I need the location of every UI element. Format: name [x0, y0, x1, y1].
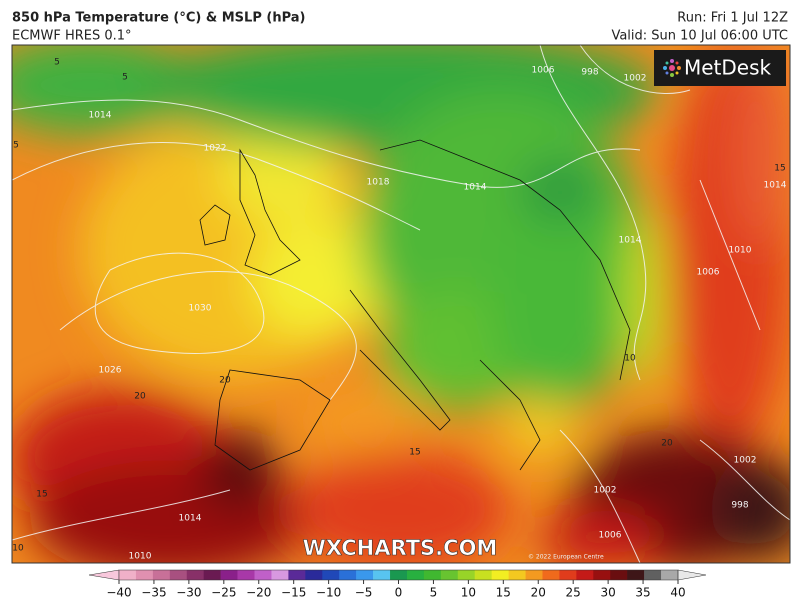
colorbar: −40 −35 −30 −25 −20 −15 −10 −5 0 5 10 15 20 25 30 35 40: [88, 569, 707, 600]
pressure-label: 1026: [99, 366, 122, 376]
map-frame: [11, 44, 791, 564]
pressure-label: 1010: [729, 246, 752, 256]
pressure-label: 1002: [734, 456, 757, 466]
colorbar-bin: [559, 570, 577, 580]
temperature-label: 15: [409, 448, 420, 458]
model-name: ECMWF HRES 0.1°: [12, 29, 132, 44]
pressure-label: 998: [731, 501, 748, 511]
pressure-label: 1030: [189, 304, 212, 314]
colorbar-bin: [186, 570, 204, 580]
pressure-label: 1006: [697, 268, 720, 278]
colorbar-bin: [119, 570, 137, 580]
colorbar-tick-label: 30: [600, 586, 615, 600]
colorbar-tick-label: −20: [246, 586, 271, 600]
colorbar-bin: [457, 570, 476, 580]
colorbar-bin: [474, 570, 492, 580]
colorbar-tick-label: −30: [176, 586, 201, 600]
pressure-label: 1014: [179, 514, 202, 524]
colorbar-bin: [254, 570, 272, 580]
colorbar-bin: [406, 570, 425, 580]
colorbar-bin: [661, 570, 679, 580]
colorbar-bin: [525, 570, 543, 580]
colorbar-arrow: [677, 569, 707, 581]
colorbar-tick-label: 0: [395, 586, 403, 600]
temperature-label: 20: [661, 439, 673, 449]
pressure-label: 1018: [367, 178, 390, 188]
colorbar-bin: [373, 570, 391, 580]
colorbar-tick-label: 15: [496, 586, 511, 600]
colorbar-tick-label: −40: [106, 586, 131, 600]
colorbar-bin: [627, 570, 645, 580]
run-time: Run: Fri 1 Jul 12Z: [677, 11, 788, 26]
colorbar-tick-label: 20: [531, 586, 546, 600]
colorbar-bin: [491, 570, 509, 580]
colorbar-bin: [423, 570, 442, 580]
colorbar-bin: [508, 570, 526, 580]
colorbar-bin: [576, 570, 594, 580]
colorbar-bin: [152, 570, 171, 580]
map-title: 850 hPa Temperature (°C) & MSLP (hPa): [12, 11, 305, 26]
colorbar-tick-label: 25: [566, 586, 581, 600]
colorbar-bin: [322, 570, 340, 580]
colorbar-tick-label: −15: [281, 586, 306, 600]
temperature-label: 15: [36, 490, 47, 500]
pressure-label: 1006: [599, 531, 622, 541]
temperature-label: 20: [219, 376, 231, 386]
temperature-label: 10: [624, 354, 636, 364]
pressure-label: 1002: [594, 486, 617, 496]
colorbar-bin: [203, 570, 221, 580]
pressure-label: 1014: [764, 181, 787, 191]
pressure-label: 1022: [204, 144, 227, 154]
colorbar-bin: [610, 570, 628, 580]
colorbar-tick-label: 40: [670, 586, 685, 600]
pressure-label: 998: [581, 68, 598, 78]
colorbar-tick-label: 35: [635, 586, 650, 600]
logo-text: MetDesk: [684, 56, 772, 80]
colorbar-tick-label: −25: [211, 586, 236, 600]
colorbar-bin: [593, 570, 611, 580]
pressure-label: 1002: [624, 74, 647, 84]
temperature-label: 10: [12, 544, 24, 554]
colorbar-bin: [135, 570, 154, 580]
colorbar-bin: [644, 570, 662, 580]
colorbar-bin: [288, 570, 306, 580]
temperature-label: 5: [122, 73, 128, 83]
pressure-label: 1010: [129, 552, 152, 562]
temperature-label: 5: [54, 58, 60, 68]
colorbar-bin: [440, 570, 459, 580]
pressure-label: 1014: [89, 111, 112, 121]
temperature-label: 15: [774, 164, 785, 174]
pressure-label: 1014: [464, 183, 487, 193]
colorbar-bin: [390, 570, 408, 580]
colorbar-tick-label: −35: [141, 586, 166, 600]
logo-box: [654, 50, 786, 86]
temperature-label: 20: [134, 392, 146, 402]
colorbar-tick-label: 10: [461, 586, 476, 600]
colorbar-bin: [542, 570, 560, 580]
colorbar-tick-label: 5: [430, 586, 438, 600]
colorbar-bin: [339, 570, 357, 580]
pressure-label: 1014: [619, 236, 642, 246]
colorbar-arrow: [88, 569, 120, 581]
copyright: © 2022 European Centre: [528, 554, 604, 561]
colorbar-bin: [220, 570, 238, 580]
colorbar-bin: [356, 570, 374, 580]
colorbar-tick-label: −10: [316, 586, 341, 600]
colorbar-bin: [271, 570, 289, 580]
colorbar-bin: [237, 570, 255, 580]
colorbar-bin: [305, 570, 323, 580]
temperature-label: 5: [13, 141, 19, 151]
valid-time: Valid: Sun 10 Jul 06:00 UTC: [611, 29, 788, 44]
watermark: WXCHARTS.COM: [303, 536, 498, 560]
logo-icon: [663, 59, 681, 77]
colorbar-bin: [169, 570, 188, 580]
pressure-label: 1006: [532, 66, 555, 76]
colorbar-tick-label: −5: [355, 586, 373, 600]
